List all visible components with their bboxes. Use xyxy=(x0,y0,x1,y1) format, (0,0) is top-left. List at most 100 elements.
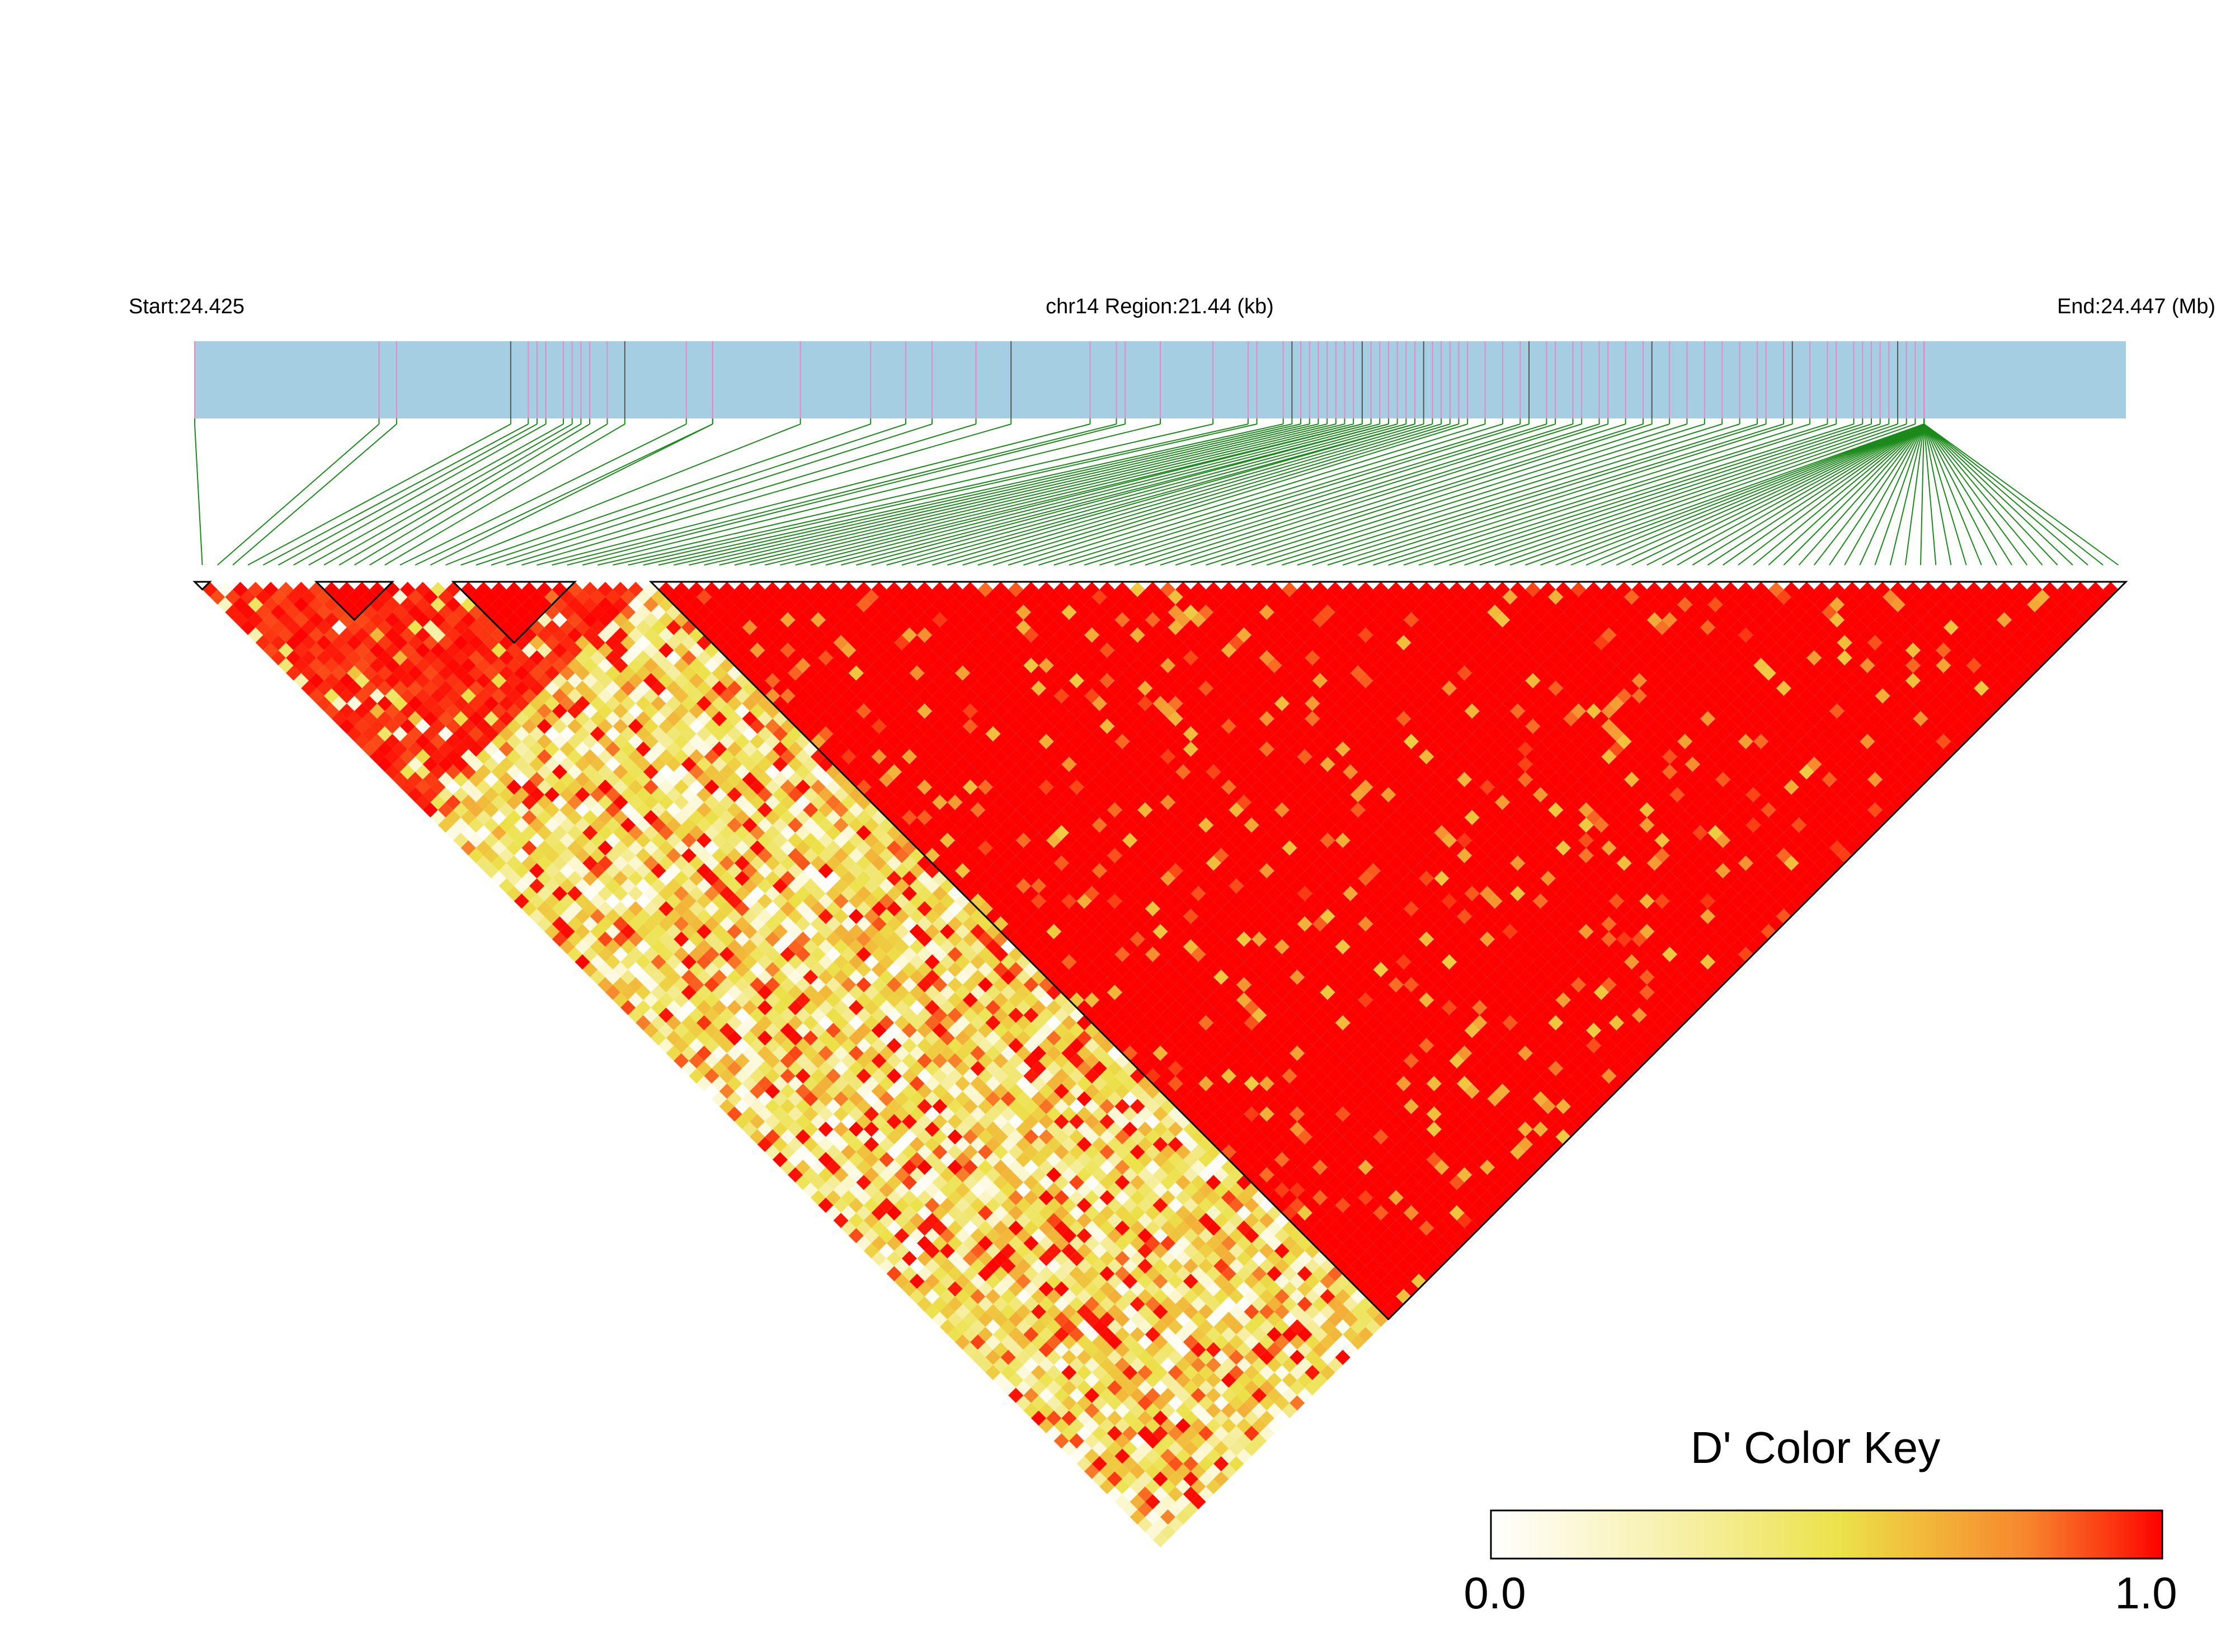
ld-cell xyxy=(1061,1319,1077,1335)
ld-cell xyxy=(681,1046,697,1061)
ld-cell xyxy=(468,726,484,742)
ld-cell xyxy=(529,817,545,833)
ld-cell xyxy=(962,1175,978,1190)
ld-cell xyxy=(1137,1349,1153,1365)
snp-connector xyxy=(871,423,1398,566)
ld-cell xyxy=(1160,1463,1176,1479)
ld-cell xyxy=(575,802,590,818)
ld-cell xyxy=(909,1228,925,1244)
ld-cell xyxy=(719,1099,735,1114)
ld-cell xyxy=(1053,1357,1069,1373)
snp-connector xyxy=(194,423,203,566)
ld-cell xyxy=(1183,1441,1198,1456)
ld-cell xyxy=(947,1190,963,1206)
ld-cell xyxy=(339,642,355,658)
ld-cell xyxy=(1008,1296,1024,1312)
ld-cell xyxy=(1130,1372,1145,1388)
ld-cell xyxy=(939,1243,956,1259)
ld-cell xyxy=(863,1167,879,1183)
ld-cell xyxy=(232,597,248,613)
snp-connector xyxy=(247,423,511,566)
ld-cell xyxy=(1091,1349,1107,1365)
ld-cell xyxy=(1053,1311,1069,1327)
ld-cell xyxy=(301,589,317,605)
ld-cell xyxy=(1137,1456,1153,1472)
ld-cell xyxy=(415,718,431,734)
ld-cell xyxy=(1000,1304,1016,1320)
ld-cell xyxy=(1008,1266,1024,1282)
ld-cell xyxy=(1183,1486,1198,1502)
snp-connector xyxy=(1601,423,1925,566)
snp-connector xyxy=(1723,423,1925,566)
ld-cell xyxy=(757,1046,773,1061)
ld-cell xyxy=(970,1258,986,1274)
ld-cell xyxy=(1137,1425,1153,1441)
ld-cell xyxy=(879,1197,895,1213)
snp-connector xyxy=(765,423,1354,566)
snp-connector xyxy=(1297,423,1758,566)
snp-connector xyxy=(1373,423,1828,566)
ld-cell xyxy=(491,764,507,780)
ld-cell xyxy=(468,787,484,803)
ld-cell xyxy=(939,1304,956,1320)
ld-cell xyxy=(886,1250,902,1267)
ld-cell xyxy=(803,1182,818,1198)
ld-cell xyxy=(955,1304,971,1320)
ld-cell xyxy=(1023,1250,1039,1267)
snp-connector xyxy=(445,423,801,566)
ld-cell xyxy=(453,711,469,727)
ld-cell xyxy=(826,1190,841,1206)
ld-cell xyxy=(1069,1387,1085,1403)
snp-connector xyxy=(1084,423,1547,566)
ld-cell xyxy=(1038,1387,1054,1403)
ld-cell xyxy=(909,1288,925,1305)
ld-cell xyxy=(1076,1410,1092,1426)
ld-cell xyxy=(818,1182,834,1198)
ld-cell xyxy=(651,1000,666,1015)
snp-connector xyxy=(1449,423,1880,566)
ld-cell xyxy=(1046,1364,1062,1381)
ld-cell xyxy=(1000,1258,1016,1274)
ld-cell xyxy=(985,1304,1001,1320)
ld-cell xyxy=(1061,1395,1077,1411)
ld-cell xyxy=(1023,1266,1039,1282)
ld-cell xyxy=(1114,1448,1130,1464)
ld-cell xyxy=(841,1159,857,1175)
ld-cell xyxy=(1061,1334,1077,1350)
ld-cell xyxy=(1015,1319,1031,1335)
snp-connector xyxy=(1859,423,1925,566)
ld-cell xyxy=(795,1144,811,1160)
ld-cell xyxy=(1046,1319,1062,1335)
ld-cell xyxy=(1107,1471,1123,1487)
snp-connector xyxy=(1889,423,1925,566)
ld-cell xyxy=(1053,1266,1069,1282)
ld-cell xyxy=(993,1372,1009,1388)
ld-cell xyxy=(955,1197,971,1213)
ld-cell xyxy=(1091,1395,1107,1411)
ld-cell xyxy=(795,1175,811,1190)
ld-cell xyxy=(924,1197,940,1213)
ld-cell xyxy=(468,756,484,772)
ld-cell xyxy=(453,802,469,818)
ld-cell xyxy=(863,1152,879,1168)
ld-cell xyxy=(795,1114,811,1129)
snp-connector xyxy=(1923,423,1937,566)
ld-cell xyxy=(962,1220,978,1236)
ld-cell xyxy=(1015,1349,1031,1365)
ld-cell xyxy=(939,1228,956,1244)
ld-cell xyxy=(795,1068,811,1084)
ld-cell xyxy=(1130,1494,1145,1510)
ld-cell xyxy=(399,718,416,734)
ld-cell xyxy=(217,597,233,613)
ld-cell xyxy=(613,886,628,901)
ld-cell xyxy=(917,1250,933,1267)
ld-cell xyxy=(1061,1304,1077,1320)
ld-cell xyxy=(917,1266,933,1282)
ld-cell xyxy=(1183,1395,1198,1411)
ld-cell xyxy=(757,985,773,1000)
ld-cell xyxy=(506,886,522,901)
ld-cell xyxy=(1114,1326,1130,1343)
ld-cell xyxy=(856,1175,872,1190)
ld-cell xyxy=(399,703,416,719)
ld-cell xyxy=(339,582,355,597)
